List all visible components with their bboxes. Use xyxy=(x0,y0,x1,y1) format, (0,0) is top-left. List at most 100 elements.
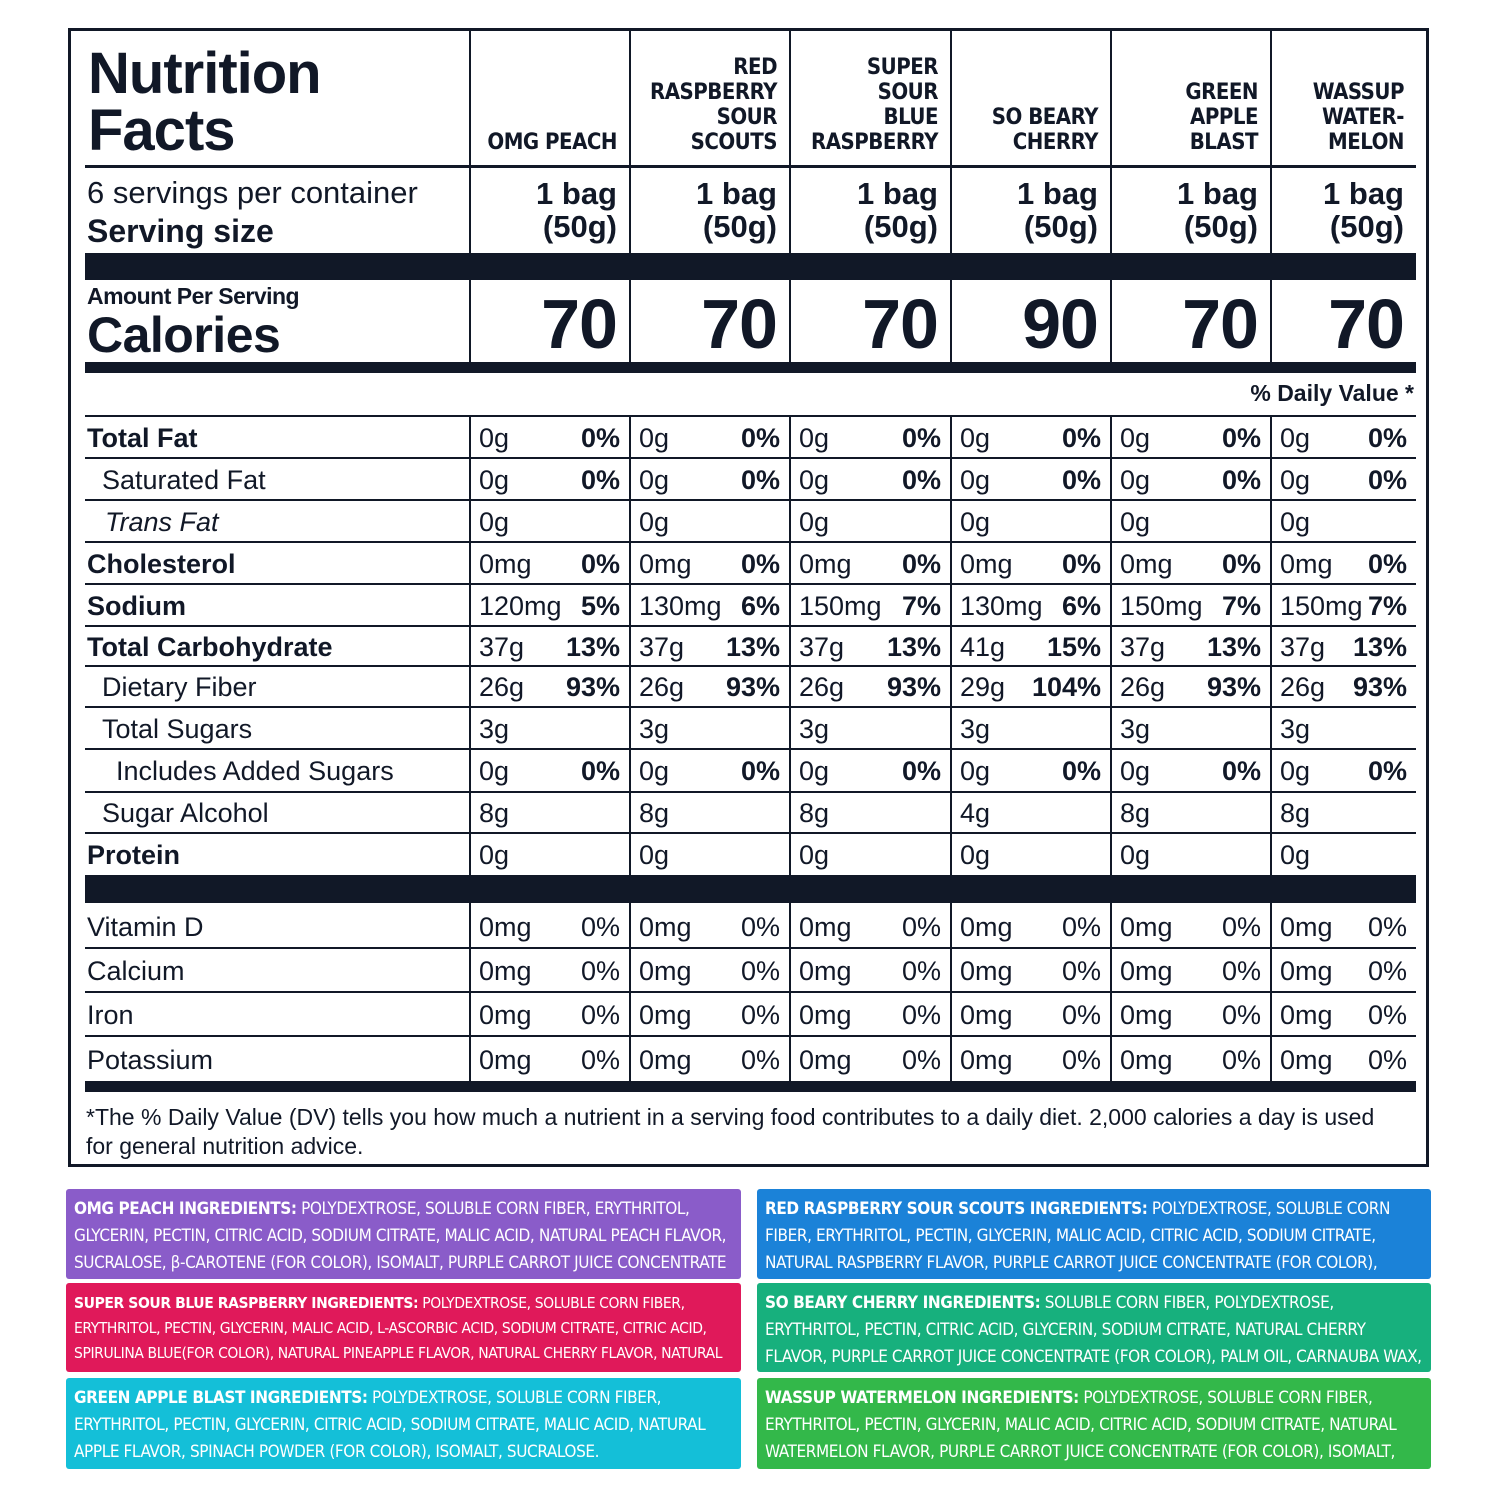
nutrient-label: Iron xyxy=(87,999,134,1030)
nutrient-amount: 26g xyxy=(479,672,525,702)
column-divider xyxy=(629,31,631,253)
nutrient-amount: 37g xyxy=(1280,631,1326,662)
nutrient-amount: 0g xyxy=(799,506,830,537)
serving-size-weight: (50g) xyxy=(702,209,777,244)
calories-value: 70 xyxy=(862,285,939,363)
ingredients-box: WASSUP WATERMELON INGREDIENTS: POLYDEXTR… xyxy=(757,1378,1431,1469)
nutrient-amount: 0g xyxy=(479,506,510,537)
nutrient-amount: 0mg xyxy=(1280,548,1333,579)
nutrient-amount: 0mg xyxy=(639,911,692,942)
column-divider xyxy=(1270,415,1272,875)
nutrient-amount: 0mg xyxy=(1280,1044,1333,1075)
nutrient-amount: 3g xyxy=(799,713,830,744)
ingredients-box: SUPER SOUR BLUE RASPBERRY INGREDIENTS: P… xyxy=(66,1283,741,1372)
nutrient-amount: 0mg xyxy=(960,999,1013,1030)
nutrient-amount: 0g xyxy=(639,756,670,786)
nutrient-amount: 3g xyxy=(479,713,510,744)
serving-size-weight: (50g) xyxy=(542,209,617,244)
nutrient-daily-value: 0% xyxy=(1221,422,1261,453)
nutrient-amount: 3g xyxy=(639,713,670,744)
nutrient-daily-value: 0% xyxy=(1367,911,1407,942)
column-divider xyxy=(1110,280,1112,362)
nutrient-amount: 26g xyxy=(639,672,685,702)
column-divider xyxy=(789,415,791,875)
nutrient-amount: 26g xyxy=(799,672,845,702)
nutrient-label: Cholesterol xyxy=(87,548,236,579)
rule-line xyxy=(85,165,1416,168)
column-divider xyxy=(950,415,952,875)
column-divider xyxy=(1270,903,1272,1081)
rule-line xyxy=(85,415,1416,417)
nutrient-amount: 0mg xyxy=(639,955,692,986)
calories-value: 70 xyxy=(541,285,618,363)
row-divider xyxy=(85,499,1416,501)
nutrient-daily-value: 0% xyxy=(1367,422,1407,453)
nutrient-daily-value: 0% xyxy=(580,422,620,453)
nutrient-daily-value: 0% xyxy=(1061,999,1101,1030)
nutrient-amount: 0g xyxy=(960,840,991,870)
nutrient-amount: 0g xyxy=(479,840,510,870)
serving-size-amount: 1 bag xyxy=(1017,176,1098,211)
nutrient-amount: 0g xyxy=(479,756,510,786)
nutrient-amount: 0g xyxy=(960,464,991,495)
column-divider xyxy=(950,280,952,362)
nutrient-daily-value: 0% xyxy=(1221,756,1261,786)
thick-rule xyxy=(85,1081,1416,1092)
nutrient-daily-value: 0% xyxy=(1367,1044,1407,1075)
nutrient-daily-value: 0% xyxy=(1061,756,1101,786)
nutrient-amount: 0g xyxy=(1120,464,1151,495)
nutrient-amount: 130mg xyxy=(960,590,1043,621)
nutrient-label: Dietary Fiber xyxy=(102,672,257,702)
label-title-line2: Facts xyxy=(88,98,236,163)
nutrient-label: Saturated Fat xyxy=(102,464,266,495)
nutrient-amount: 0mg xyxy=(799,548,852,579)
nutrient-amount: 0g xyxy=(960,506,991,537)
column-divider xyxy=(789,903,791,1081)
row-divider xyxy=(85,625,1416,627)
nutrient-daily-value: 0% xyxy=(580,464,620,495)
serving-size-amount: 1 bag xyxy=(696,176,777,211)
nutrient-amount: 0g xyxy=(479,464,510,495)
nutrient-daily-value: 0% xyxy=(580,548,620,579)
nutrient-daily-value: 13% xyxy=(1352,631,1407,662)
rule-line xyxy=(85,362,1416,373)
calories-value: 70 xyxy=(1328,285,1405,363)
nutrient-daily-value: 0% xyxy=(740,999,780,1030)
nutrient-daily-value: 0% xyxy=(901,1044,941,1075)
nutrient-amount: 0g xyxy=(639,840,670,870)
column-divider xyxy=(469,415,471,875)
nutrient-amount: 0g xyxy=(1120,506,1151,537)
nutrient-daily-value: 0% xyxy=(901,911,941,942)
column-divider xyxy=(469,280,471,362)
nutrient-amount: 0g xyxy=(1280,756,1311,786)
nutrient-daily-value: 0% xyxy=(740,911,780,942)
nutrient-daily-value: 0% xyxy=(740,955,780,986)
ingredients-heading: WASSUP WATERMELON INGREDIENTS: xyxy=(765,1388,1079,1408)
nutrient-amount: 0mg xyxy=(479,955,532,986)
serving-size-weight: (50g) xyxy=(863,209,938,244)
nutrient-label: Potassium xyxy=(87,1044,214,1075)
nutrient-label: Sodium xyxy=(87,590,186,621)
nutrient-daily-value: 93% xyxy=(1206,672,1261,702)
nutrient-daily-value: 13% xyxy=(725,631,780,662)
nutrient-amount: 0mg xyxy=(799,911,852,942)
nutrient-daily-value: 13% xyxy=(886,631,941,662)
nutrient-daily-value: 0% xyxy=(1221,911,1261,942)
nutrient-amount: 150mg xyxy=(1120,590,1203,621)
calories-value: 90 xyxy=(1022,285,1099,363)
nutrient-amount: 0mg xyxy=(1120,955,1173,986)
nutrient-amount: 0mg xyxy=(1120,548,1173,579)
nutrient-daily-value: 0% xyxy=(1061,911,1101,942)
ingredients-list: POLYDEXTROSE, SOLUBLE CORN FIBER, ERYTHR… xyxy=(765,1199,1390,1273)
nutrient-amount: 0mg xyxy=(799,955,852,986)
column-divider xyxy=(469,31,471,253)
column-divider xyxy=(1270,31,1272,253)
nutrient-amount: 8g xyxy=(639,798,670,828)
nutrient-amount: 0g xyxy=(799,464,830,495)
ingredients-list: POLYDEXTROSE, SOLUBLE CORN FIBER, ERYTHR… xyxy=(74,1294,723,1372)
servings-per-container: 6 servings per container xyxy=(87,175,418,210)
nutrient-amount: 150mg xyxy=(799,590,882,621)
nutrient-amount: 3g xyxy=(1280,713,1311,744)
nutrient-label: Total Fat xyxy=(87,422,198,453)
column-divider xyxy=(950,31,952,253)
